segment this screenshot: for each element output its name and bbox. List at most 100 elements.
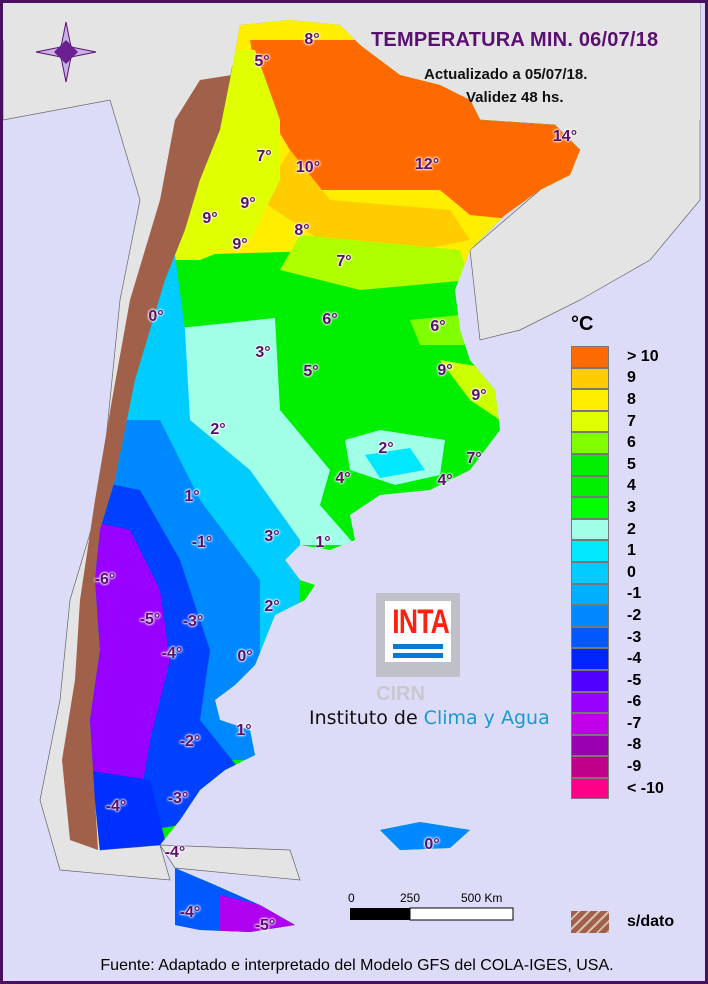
temperature-map — [3, 3, 701, 932]
temperature-label: 3° — [264, 528, 280, 545]
legend-item: -9 — [571, 756, 664, 778]
legend-label: -5 — [627, 671, 642, 689]
legend-item: 3 — [571, 497, 664, 519]
temperature-label: -4° — [164, 844, 186, 861]
temperature-label: 5° — [254, 53, 270, 70]
temperature-label: 9° — [232, 236, 248, 253]
color-legend: > 10 9 8 7 6 5 4 3 2 1 0 -1 -2 -3 -4 -5 -6 -7 -8 -9 < -10 — [571, 346, 664, 800]
temperature-label: 4° — [437, 472, 453, 489]
legend-item: > 10 — [571, 346, 664, 368]
legend-item: -7 — [571, 713, 664, 735]
legend-label: -4 — [627, 650, 642, 668]
legend-swatch — [571, 346, 609, 368]
institute-name: Instituto de Clima y Agua — [309, 707, 550, 729]
legend-item: -2 — [571, 605, 664, 627]
temperature-label: 1° — [184, 488, 200, 505]
legend-label: 6 — [627, 434, 636, 452]
legend-swatch — [571, 453, 609, 476]
legend-item: -6 — [571, 691, 664, 714]
legend-item: -5 — [571, 669, 664, 692]
temperature-label: 6° — [322, 311, 338, 328]
legend-label: 4 — [627, 477, 636, 495]
legend-item: 0 — [571, 561, 664, 584]
legend-swatch — [571, 540, 609, 562]
source-footer: Fuente: Adaptado e interpretado del Mode… — [100, 957, 614, 974]
temperature-label: -4° — [105, 798, 127, 815]
temperature-label: 1° — [236, 722, 252, 739]
legend-item: 4 — [571, 475, 664, 498]
no-data-label: s/dato — [627, 913, 675, 930]
inta-logo-text: INTA — [392, 603, 450, 641]
legend-label: < -10 — [627, 779, 664, 797]
legend-swatch — [571, 561, 609, 584]
temperature-label: 8° — [294, 222, 310, 239]
legend-swatch — [571, 777, 609, 800]
legend-swatch — [571, 648, 609, 670]
legend-swatch — [571, 713, 609, 735]
legend-item: 6 — [571, 432, 664, 454]
temperature-label: 10° — [295, 159, 321, 176]
legend-label: -9 — [627, 758, 642, 776]
legend-swatch — [571, 475, 609, 498]
legend-label: 9 — [627, 369, 636, 387]
legend-item: -4 — [571, 648, 664, 670]
temperature-label: 14° — [552, 128, 578, 145]
scale-label-500: 500 Km — [461, 891, 503, 905]
legend-swatch — [571, 518, 609, 541]
temperature-label: 5° — [303, 363, 319, 380]
legend-swatch — [571, 497, 609, 519]
legend-swatch — [571, 583, 609, 606]
legend-swatch — [571, 734, 609, 757]
legend-label: 8 — [627, 390, 636, 408]
temperature-label: -4° — [161, 645, 183, 662]
legend-item: -8 — [571, 734, 664, 757]
temperature-label: 0° — [424, 836, 440, 853]
temperature-label: 9° — [240, 195, 256, 212]
temperature-label: 3° — [255, 344, 271, 361]
legend-swatch — [571, 367, 609, 390]
inta-logo: INTA — [376, 593, 460, 677]
institute-prefix: Instituto de — [309, 707, 424, 729]
validity-text: Validez 48 hs. — [466, 89, 564, 106]
scale-label-250: 250 — [400, 891, 421, 905]
no-data-andes — [62, 75, 232, 850]
legend-label: 2 — [627, 520, 636, 538]
legend-item: 9 — [571, 367, 664, 390]
temperature-label: 7° — [466, 450, 482, 467]
temperature-label: 2° — [378, 440, 394, 457]
legend-label: -7 — [627, 714, 642, 732]
scale-label-0: 0 — [348, 891, 355, 905]
legend-swatch — [571, 432, 609, 454]
temperature-label: 6° — [430, 318, 446, 335]
updated-text: Actualizado a 05/07/18. — [424, 66, 588, 83]
temperature-label: -3° — [182, 613, 204, 630]
temperature-label: 9° — [471, 387, 487, 404]
temperature-label: -3° — [167, 790, 189, 807]
legend-label: -1 — [627, 585, 642, 603]
legend-item: -3 — [571, 626, 664, 649]
temperature-label: 7° — [336, 253, 352, 270]
temperature-label: -4° — [179, 904, 201, 921]
legend-item: 1 — [571, 540, 664, 562]
legend-no-data: s/dato — [571, 911, 674, 933]
legend-swatch — [571, 756, 609, 778]
institute-highlight: Clima y Agua — [423, 707, 550, 729]
temperature-label: -5° — [139, 611, 161, 628]
legend-label: -3 — [627, 628, 642, 646]
map-frame: TEMPERATURA MIN. 06/07/18 Actualizado a … — [3, 3, 705, 981]
legend-swatch — [571, 410, 609, 433]
temperature-label: 4° — [335, 470, 351, 487]
temperature-label: -2° — [179, 733, 201, 750]
no-data-swatch — [571, 911, 609, 933]
temperature-label: 1° — [315, 534, 331, 551]
legend-label: > 10 — [627, 347, 659, 365]
temperature-label: 0° — [148, 308, 164, 325]
legend-label: -6 — [627, 693, 642, 711]
legend-label: -2 — [627, 606, 642, 624]
compass-rose-icon — [35, 21, 97, 83]
temperature-label: 8° — [304, 31, 320, 48]
legend-item: 5 — [571, 453, 664, 476]
temperature-label: 2° — [210, 421, 226, 438]
cirn-logo-text: CIRN — [376, 683, 425, 705]
legend-swatch — [571, 626, 609, 649]
